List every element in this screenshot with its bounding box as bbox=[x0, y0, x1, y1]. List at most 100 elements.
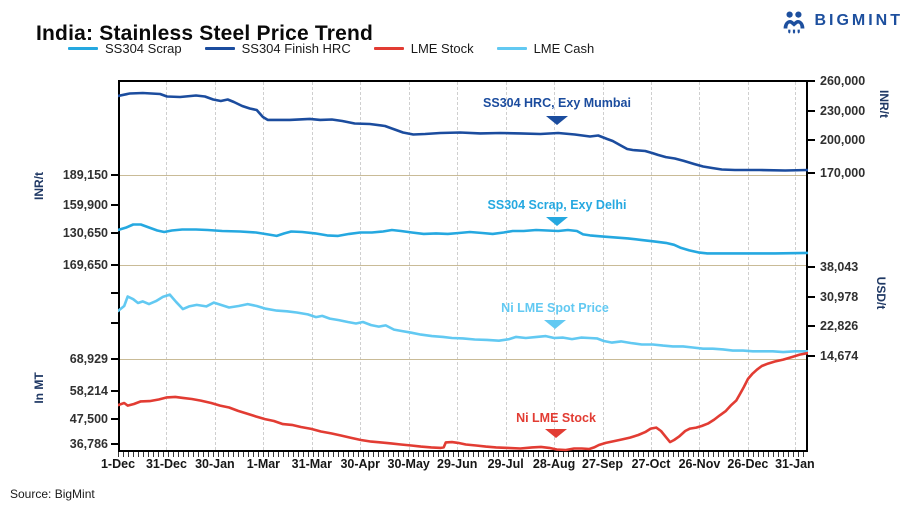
right-axis-tick bbox=[808, 266, 815, 268]
left-axis-label: 36,786 bbox=[69, 437, 108, 451]
left-axis-label: 68,929 bbox=[69, 352, 108, 366]
right-axis-tick bbox=[808, 139, 815, 141]
right-axis-label: 260,000 bbox=[820, 74, 866, 88]
legend-label: SS304 Finish HRC bbox=[241, 41, 351, 56]
bigmint-logo: BIGMINT bbox=[781, 8, 903, 34]
vertical-gridline bbox=[457, 82, 459, 450]
plot-frame bbox=[118, 80, 808, 452]
right-axis-label: 230,000 bbox=[820, 104, 866, 118]
right-axis-tick bbox=[808, 80, 815, 82]
left-axis-label: 130,650 bbox=[62, 226, 108, 240]
horizontal-gridline bbox=[120, 265, 806, 266]
annotation-down-arrow-icon bbox=[546, 116, 568, 125]
left-axis-tick bbox=[111, 292, 118, 294]
annotation-label: Ni LME Stock bbox=[516, 411, 596, 425]
right-axis-label: 170,000 bbox=[820, 166, 866, 180]
annotation-label: SS304 Scrap, Exy Delhi bbox=[487, 198, 627, 212]
vertical-gridline bbox=[554, 82, 556, 450]
legend-swatch bbox=[204, 47, 235, 50]
left-axis-label: 159,900 bbox=[62, 198, 108, 212]
series-line-ss304-scrap bbox=[118, 223, 808, 255]
left-axis-label: 58,214 bbox=[69, 384, 108, 398]
right-axis-label: 14,674 bbox=[820, 349, 859, 363]
left-axis-label: 169,650 bbox=[62, 258, 108, 272]
x-axis-label: 31-Jan bbox=[775, 457, 815, 471]
legend-swatch bbox=[68, 47, 98, 50]
left-axis-tick bbox=[111, 358, 118, 360]
x-axis-label: 30-May bbox=[387, 457, 430, 471]
left-axis-tick bbox=[111, 232, 118, 234]
right-axis-label: 200,000 bbox=[820, 133, 866, 147]
vertical-gridline bbox=[602, 82, 604, 450]
x-axis-minor-ticks bbox=[118, 452, 808, 457]
x-axis-label: 27-Oct bbox=[631, 457, 671, 471]
legend-item-ss304-finish-hrc: SS304 Finish HRC bbox=[204, 41, 351, 56]
x-axis-label: 29-Jul bbox=[487, 457, 524, 471]
page-title: India: Stainless Steel Price Trend bbox=[36, 22, 374, 46]
left-axis-tick bbox=[111, 322, 118, 324]
right-axis-tick bbox=[808, 296, 815, 298]
x-axis-label: 1-Mar bbox=[246, 457, 281, 471]
right-axis-title-usd: USD/t bbox=[874, 276, 888, 310]
legend-item-ss304-scrap: SS304 Scrap bbox=[68, 41, 182, 56]
chart-legend: SS304 Scrap SS304 Finish HRC LME Stock LME … bbox=[68, 41, 594, 56]
left-axis-tick bbox=[111, 443, 118, 445]
x-axis-label: 30-Jan bbox=[195, 457, 235, 471]
annotation-down-arrow-icon bbox=[546, 217, 568, 226]
annotation-down-arrow-icon bbox=[545, 429, 567, 438]
bigmint-logo-icon bbox=[781, 8, 807, 34]
legend-item-lme-cash: LME Cash bbox=[496, 41, 595, 56]
x-axis-label: 30-Apr bbox=[340, 457, 381, 471]
vertical-gridline bbox=[311, 82, 313, 450]
vertical-gridline bbox=[360, 82, 362, 450]
left-axis-tick bbox=[111, 204, 118, 206]
vertical-gridline bbox=[166, 82, 168, 450]
horizontal-gridline bbox=[120, 175, 806, 176]
series-lines bbox=[118, 91, 808, 452]
left-axis-title-mt: In MT bbox=[32, 372, 46, 404]
left-axis-tick bbox=[111, 390, 118, 392]
series-line-lme-cash bbox=[118, 293, 808, 354]
legend-label: LME Stock bbox=[410, 41, 474, 56]
left-axis-label: 47,500 bbox=[69, 412, 108, 426]
horizontal-gridline bbox=[120, 359, 806, 360]
legend-label: LME Cash bbox=[533, 41, 595, 56]
right-axis-tick bbox=[808, 325, 815, 327]
series-line-ss304-finish-hrc bbox=[118, 91, 808, 172]
legend-item-lme-stock: LME Stock bbox=[373, 41, 474, 56]
left-axis-label: 189,150 bbox=[62, 168, 108, 182]
legend-swatch bbox=[373, 47, 404, 50]
x-axis-label: 1-Dec bbox=[100, 457, 136, 471]
right-axis-label: 30,978 bbox=[820, 290, 859, 304]
left-axis-title-inr: INR/t bbox=[32, 172, 46, 200]
x-axis-label: 29-Jun bbox=[437, 457, 478, 471]
vertical-gridline bbox=[408, 82, 410, 450]
legend-label: SS304 Scrap bbox=[105, 41, 182, 56]
right-axis-label: 38,043 bbox=[820, 260, 859, 274]
annotation-label: SS304 HRC, Exy Mumbai bbox=[483, 96, 631, 110]
right-axis-title-inr: INR/t bbox=[877, 90, 891, 118]
right-axis-tick bbox=[808, 172, 815, 174]
legend-swatch bbox=[496, 47, 527, 50]
series-line-lme-stock bbox=[118, 351, 808, 452]
annotation-down-arrow-icon bbox=[544, 320, 566, 329]
vertical-gridline bbox=[263, 82, 265, 450]
vertical-gridline bbox=[747, 82, 749, 450]
source-note: Source: BigMint bbox=[10, 487, 95, 501]
right-axis-tick bbox=[808, 110, 815, 112]
annotation-label: Ni LME Spot Price bbox=[501, 301, 609, 315]
left-axis-tick bbox=[111, 418, 118, 420]
x-axis-label: 28-Aug bbox=[532, 457, 576, 471]
x-axis-label: 31-Mar bbox=[291, 457, 332, 471]
vertical-gridline bbox=[651, 82, 653, 450]
left-axis-tick bbox=[111, 174, 118, 176]
left-axis-tick bbox=[111, 264, 118, 266]
x-axis-label: 26-Dec bbox=[727, 457, 769, 471]
x-axis-label: 26-Nov bbox=[678, 457, 721, 471]
x-axis-label: 27-Sep bbox=[582, 457, 624, 471]
right-axis-tick bbox=[808, 355, 815, 357]
right-axis-label: 22,826 bbox=[820, 319, 859, 333]
vertical-gridline bbox=[214, 82, 216, 450]
x-axis-label: 31-Dec bbox=[145, 457, 187, 471]
vertical-gridline bbox=[505, 82, 507, 450]
